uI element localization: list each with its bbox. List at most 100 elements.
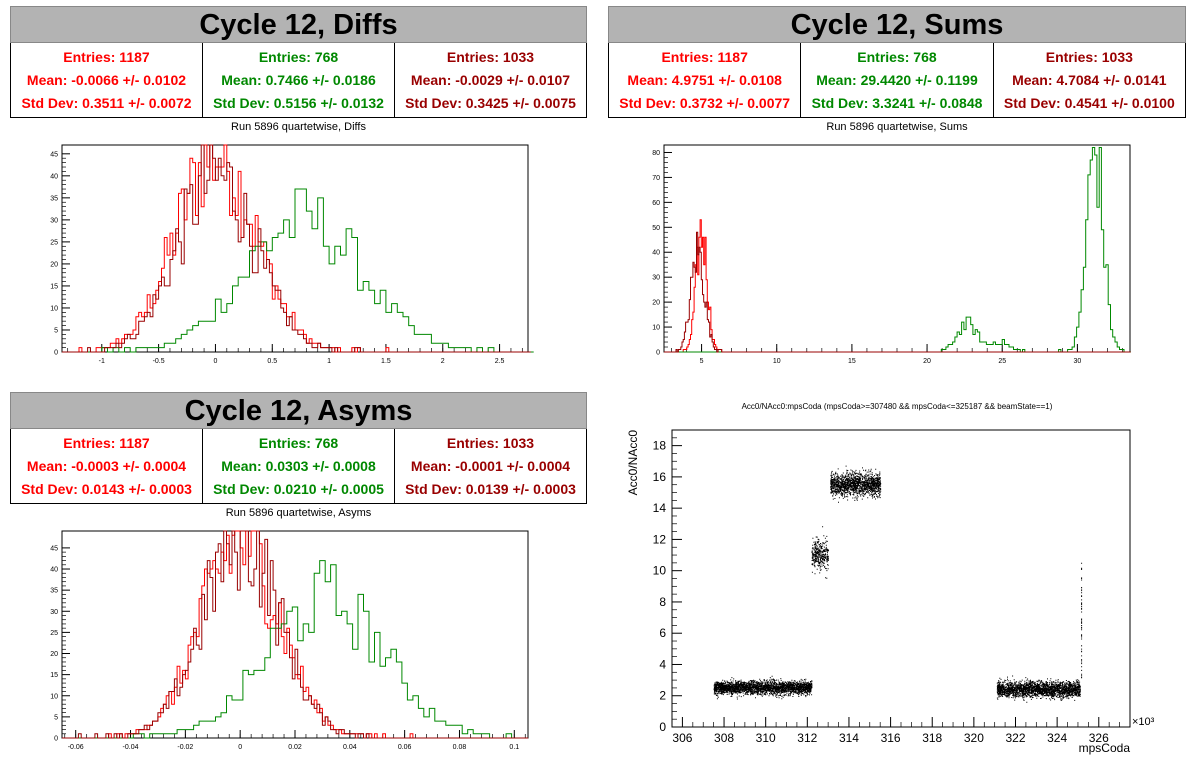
asyms-stats-red: Entries: 1187 Mean: -0.0003 +/- 0.0004 S… [11, 429, 203, 503]
x-tick-label: 15 [848, 358, 856, 365]
diffs-stats-red: Entries: 1187 Mean: -0.0066 +/- 0.0102 S… [11, 43, 203, 117]
y-tick-label: 70 [652, 175, 660, 182]
y-tick-label: 18 [653, 439, 667, 453]
y-tick-label: 0 [54, 350, 58, 357]
y-tick-label: 14 [653, 501, 667, 515]
y-tick-label: 30 [652, 275, 660, 282]
y-tick-label: 25 [50, 239, 58, 246]
stat-mean: Mean: -0.0066 +/- 0.0102 [26, 71, 187, 88]
y-tick-label: 40 [50, 173, 58, 180]
asyms-title: Cycle 12, Asyms [10, 392, 587, 429]
y-tick-label: 16 [653, 470, 667, 484]
diffs-plot: 0 5 10 15 20 25 30 35 40 45 -1 -0.5 0 0.5 1 1.5 2 2.5 [50, 144, 534, 365]
x-tick-label: 306 [672, 731, 692, 745]
stat-mean: Mean: -0.0001 +/- 0.0004 [410, 457, 571, 474]
y-tick-label: 12 [653, 532, 667, 546]
plot-frame [61, 530, 529, 739]
stat-entries: Entries: 768 [258, 48, 339, 65]
x-tick-label: 0.5 [267, 358, 277, 365]
histogram-series-2 [664, 231, 1131, 353]
y-tick-label: 20 [652, 300, 660, 307]
histogram-series-0 [62, 530, 528, 739]
x-tick-label: 0 [213, 358, 217, 365]
histogram-series-1 [62, 560, 528, 739]
y-tick-label: 20 [50, 261, 58, 268]
stat-std: Std Dev: 0.0143 +/- 0.0003 [21, 481, 192, 498]
x-tick-label: 310 [756, 731, 776, 745]
y-tick-label: 5 [54, 714, 58, 721]
stat-std: Std Dev: 0.4541 +/- 0.0100 [1003, 95, 1175, 112]
stat-mean: Mean: 0.0303 +/- 0.0008 [221, 457, 376, 474]
x-tick-label: -0.04 [123, 744, 139, 751]
stat-entries: Entries: 1033 [446, 434, 535, 451]
x-tick-label: 0.04 [343, 744, 357, 751]
asyms-stats-darkred: Entries: 1033 Mean: -0.0001 +/- 0.0004 S… [395, 429, 586, 503]
histogram-series-2 [62, 144, 531, 353]
stat-mean: Mean: 29.4420 +/- 0.1199 [816, 71, 978, 88]
x-tick-label: -1 [99, 358, 105, 365]
x-tick-label: 30 [1073, 358, 1081, 365]
x-axis-exponent: ×10³ [1132, 716, 1155, 728]
diffs-stats: Entries: 1187 Mean: -0.0066 +/- 0.0102 S… [10, 43, 587, 118]
stat-entries: Entries: 768 [258, 434, 339, 451]
y-tick-label: 35 [50, 588, 58, 595]
diffs-stats-green: Entries: 768 Mean: 0.7466 +/- 0.0186 Std… [203, 43, 395, 117]
x-tick-label: 322 [1005, 731, 1025, 745]
stat-mean: Mean: 4.7084 +/- 0.0141 [1012, 71, 1167, 88]
x-tick-label: -0.06 [68, 744, 84, 751]
histogram-series-2 [62, 530, 528, 739]
y-tick-label: 10 [50, 305, 58, 312]
x-tick-label: 0.08 [453, 744, 467, 751]
plot-frame [663, 144, 1131, 353]
stat-mean: Mean: -0.0003 +/- 0.0004 [26, 457, 187, 474]
x-tick-label: 5 [700, 358, 704, 365]
y-tick-label: 6 [659, 626, 666, 640]
y-tick-label: 10 [653, 564, 667, 578]
y-tick-label: 2 [659, 689, 666, 703]
y-tick-label: 0 [659, 720, 666, 734]
stat-mean: Mean: -0.0029 +/- 0.0107 [410, 71, 571, 88]
x-tick-label: 2 [441, 358, 445, 365]
y-tick-label: 40 [50, 567, 58, 574]
stat-std: Std Dev: 0.3732 +/- 0.0077 [619, 95, 791, 112]
x-tick-label: 1 [327, 358, 331, 365]
asyms-plot: 0 5 10 15 20 25 30 35 40 45 -0.06 -0.04 -0.02 0 0.02 0.… [50, 530, 529, 751]
y-tick-label: 30 [50, 217, 58, 224]
sums-plot: 0 10 20 30 40 50 60 70 80 5 10 15 20 25 30 [652, 144, 1131, 365]
y-tick-label: 25 [50, 630, 58, 637]
x-tick-label: -0.02 [177, 744, 193, 751]
y-tick-label: 35 [50, 195, 58, 202]
sums-stats: Entries: 1187 Mean: 4.9751 +/- 0.0108 St… [608, 43, 1186, 118]
y-tick-label: 30 [50, 609, 58, 616]
stat-mean: Mean: 4.9751 +/- 0.0108 [627, 71, 782, 88]
asyms-subtitle: Run 5896 quartetwise, Asyms [225, 507, 372, 519]
x-tick-label: 320 [964, 731, 984, 745]
stat-entries: Entries: 1187 [63, 434, 150, 451]
x-tick-label: 2.5 [495, 358, 505, 365]
sums-stats-green: Entries: 768 Mean: 29.4420 +/- 0.1199 St… [801, 43, 994, 117]
y-tick-label: 60 [652, 200, 660, 207]
y-tick-label: 15 [50, 283, 58, 290]
scatter-plot: 0 2 4 6 8 10 12 14 16 18 306 308 310 312 314 316 318 320 3… [626, 429, 1155, 755]
x-tick-label: 0.1 [509, 744, 519, 751]
stat-entries: Entries: 1033 [446, 48, 535, 65]
diffs-stats-darkred: Entries: 1033 Mean: -0.0029 +/- 0.0107 S… [395, 43, 586, 117]
stat-std: Std Dev: 0.3425 +/- 0.0075 [405, 95, 576, 112]
x-tick-label: -0.5 [153, 358, 165, 365]
y-tick-label: 10 [652, 325, 660, 332]
x-tick-label: 308 [714, 731, 734, 745]
sums-stats-red: Entries: 1187 Mean: 4.9751 +/- 0.0108 St… [609, 43, 802, 117]
y-tick-label: 10 [50, 693, 58, 700]
stat-entries: Entries: 1187 [63, 48, 150, 65]
x-tick-label: 318 [922, 731, 942, 745]
scatter-title: Acc0/NAcc0:mpsCoda (mpsCoda>=307480 && m… [741, 402, 1053, 411]
x-tick-label: 0.02 [288, 744, 302, 751]
histogram-series-1 [62, 188, 534, 353]
y-tick-label: 20 [50, 651, 58, 658]
diffs-title: Cycle 12, Diffs [10, 6, 587, 43]
asyms-stats-green: Entries: 768 Mean: 0.0303 +/- 0.0008 Std… [203, 429, 395, 503]
y-tick-label: 15 [50, 672, 58, 679]
x-tick-label: 0 [238, 744, 242, 751]
stat-entries: Entries: 768 [857, 48, 937, 65]
